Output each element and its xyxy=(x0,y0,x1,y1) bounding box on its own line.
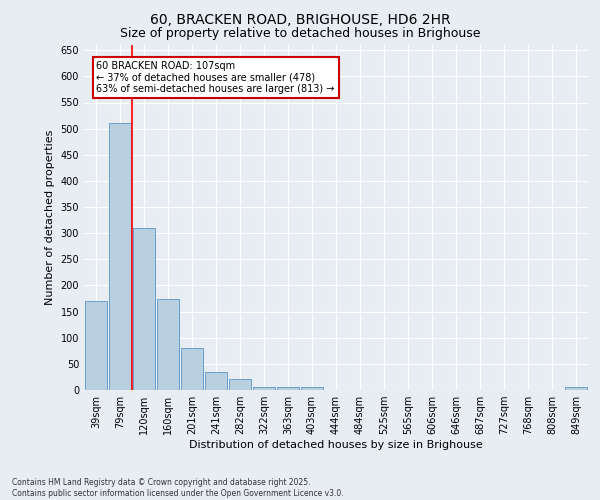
Bar xyxy=(109,124,131,390)
Bar xyxy=(565,388,587,390)
Text: 60 BRACKEN ROAD: 107sqm
← 37% of detached houses are smaller (478)
63% of semi-d: 60 BRACKEN ROAD: 107sqm ← 37% of detache… xyxy=(97,60,335,94)
Bar xyxy=(205,372,227,390)
Bar xyxy=(85,301,107,390)
Bar xyxy=(229,378,251,390)
Text: Size of property relative to detached houses in Brighouse: Size of property relative to detached ho… xyxy=(120,28,480,40)
Bar xyxy=(253,388,275,390)
Bar xyxy=(301,388,323,390)
Bar xyxy=(277,388,299,390)
X-axis label: Distribution of detached houses by size in Brighouse: Distribution of detached houses by size … xyxy=(189,440,483,450)
Y-axis label: Number of detached properties: Number of detached properties xyxy=(45,130,55,305)
Bar xyxy=(133,228,155,390)
Text: 60, BRACKEN ROAD, BRIGHOUSE, HD6 2HR: 60, BRACKEN ROAD, BRIGHOUSE, HD6 2HR xyxy=(149,12,451,26)
Bar xyxy=(181,348,203,390)
Bar xyxy=(157,298,179,390)
Text: Contains HM Land Registry data © Crown copyright and database right 2025.
Contai: Contains HM Land Registry data © Crown c… xyxy=(12,478,344,498)
